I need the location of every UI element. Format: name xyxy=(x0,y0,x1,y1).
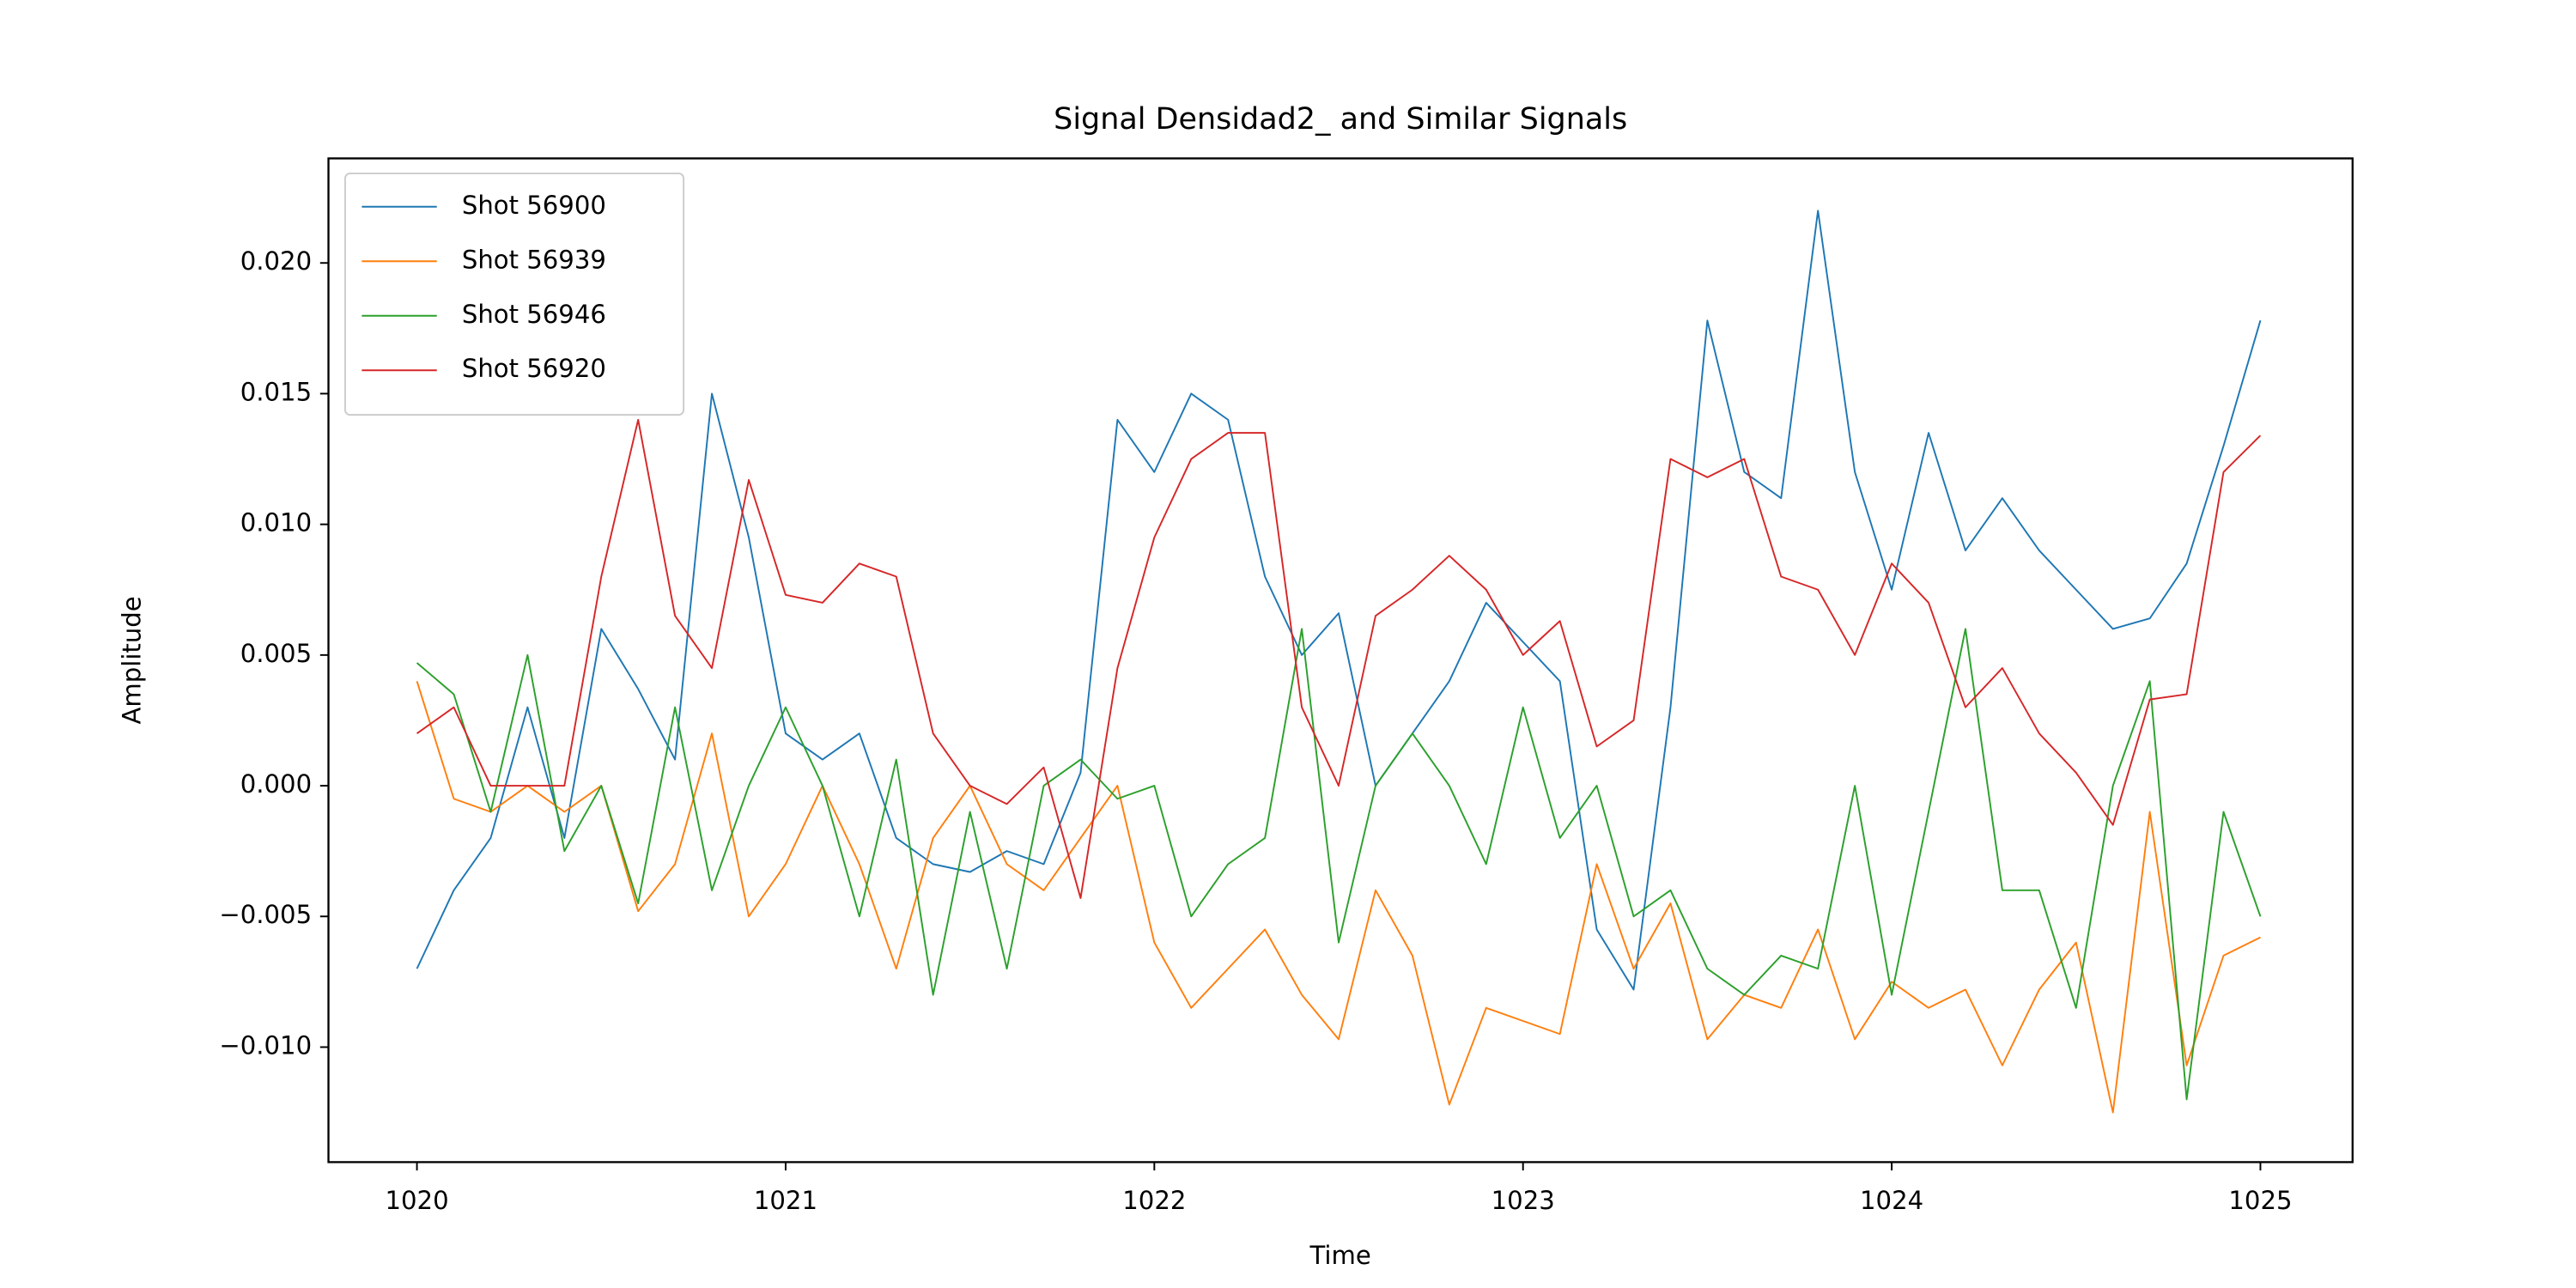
chart-title: Signal Densidad2_ and Similar Signals xyxy=(1054,102,1627,137)
series-line xyxy=(416,210,2262,991)
x-tick-label: 1020 xyxy=(386,1186,449,1215)
x-tick-label: 1022 xyxy=(1122,1186,1186,1215)
x-tick-label: 1021 xyxy=(754,1186,817,1215)
legend-label: Shot 56939 xyxy=(462,245,606,274)
x-tick-label: 1025 xyxy=(2228,1186,2292,1215)
legend-label: Shot 56920 xyxy=(462,354,606,383)
x-axis-label: Time xyxy=(1309,1241,1371,1270)
y-tick-label: 0.015 xyxy=(240,377,312,406)
y-tick-label: 0.005 xyxy=(240,639,312,668)
x-tick-label: 1024 xyxy=(1860,1186,1923,1215)
y-tick-label: 0.020 xyxy=(240,246,312,276)
y-axis-label: Amplitude xyxy=(117,596,146,724)
x-tick-label: 1023 xyxy=(1492,1186,1555,1215)
y-tick-label: 0.000 xyxy=(240,769,312,799)
legend-label: Shot 56900 xyxy=(462,191,606,220)
legend-box xyxy=(343,172,685,416)
series-line xyxy=(416,680,2261,1114)
y-tick-label: 0.010 xyxy=(240,508,312,538)
plot-lines xyxy=(416,210,2262,1114)
y-tick-label: −0.010 xyxy=(219,1030,312,1060)
legend-label: Shot 56946 xyxy=(462,300,606,329)
legend: Shot 56900 Shot 56939 Shot 56946 Shot 56920 xyxy=(343,172,685,416)
plot-frame xyxy=(327,157,2354,1163)
y-tick-label: −0.005 xyxy=(219,900,312,929)
series-line xyxy=(416,628,2262,1101)
series-line xyxy=(416,418,2262,899)
